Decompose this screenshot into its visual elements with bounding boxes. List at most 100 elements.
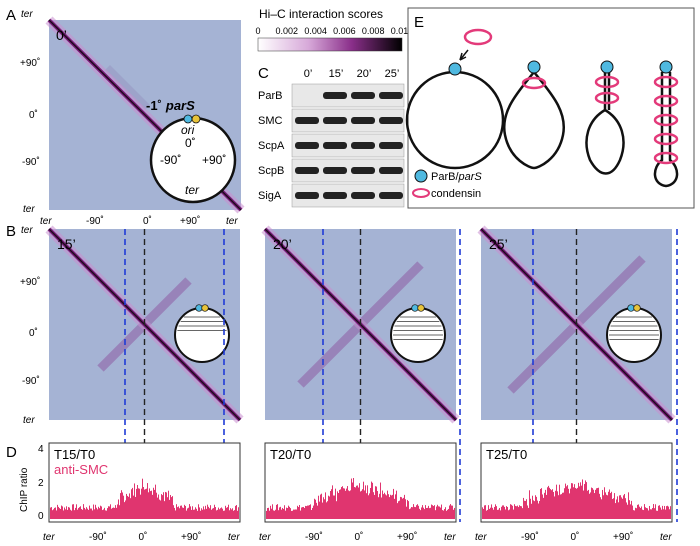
chip-bar <box>219 509 220 519</box>
chip-bar <box>296 509 297 519</box>
chip-bar <box>323 497 324 519</box>
chip-bar <box>631 500 632 519</box>
chip-bar <box>63 510 64 519</box>
chip-bar <box>515 505 516 519</box>
colorbar-tick-label: 0.002 <box>276 26 299 36</box>
chip-bar <box>328 495 329 519</box>
chip-bar <box>410 508 411 519</box>
x-tick-label: +90˚ <box>181 531 201 543</box>
colorbar-tick-label: 0.004 <box>304 26 327 36</box>
chip-bar <box>312 507 313 519</box>
chip-ratio-label: T15/T0 <box>54 447 95 462</box>
chip-bar <box>146 488 147 519</box>
chip-bar <box>59 508 60 519</box>
chip-bar <box>74 510 75 519</box>
chip-bar <box>590 492 591 519</box>
chip-bar <box>306 506 307 519</box>
chip-bar <box>347 486 348 519</box>
chip-bar <box>169 499 170 519</box>
chip-bar <box>271 508 272 519</box>
chip-bar <box>125 500 126 519</box>
chip-bar <box>452 505 453 519</box>
chip-bar <box>573 487 574 519</box>
chip-bar <box>266 510 267 519</box>
chip-bar <box>531 503 532 519</box>
chip-bar <box>517 505 518 519</box>
chip-bar <box>589 493 590 519</box>
condensin-icon <box>521 76 547 90</box>
chip-bar <box>512 505 513 519</box>
western-band <box>379 142 403 149</box>
chip-bar <box>400 496 401 519</box>
chip-bar <box>482 507 483 519</box>
chip-bar <box>106 510 107 519</box>
chip-bar <box>662 505 663 519</box>
x-tick-label: +90˚ <box>613 531 633 543</box>
chip-bar <box>86 507 87 519</box>
chip-bar <box>339 489 340 519</box>
x-tick-label: ter <box>444 532 456 543</box>
chip-bar <box>394 498 395 519</box>
chip-bar <box>374 494 375 519</box>
chip-bar <box>540 488 541 519</box>
western-time-labels: 0’ 15’ 20’ 25’ <box>304 68 400 80</box>
chip-bar <box>510 504 511 519</box>
chip-bar <box>578 482 579 519</box>
chip-bar <box>128 496 129 519</box>
chip-bar <box>291 510 292 519</box>
chip-bar <box>308 505 309 519</box>
panel-letter-b: B <box>6 223 16 240</box>
chip-bar <box>234 510 235 519</box>
chip-bar <box>350 490 351 519</box>
chip-bar <box>496 506 497 519</box>
chip-bar <box>532 495 533 519</box>
chip-bar <box>539 501 540 519</box>
chip-bar <box>214 504 215 519</box>
chip-bar <box>301 507 302 519</box>
chip-bar <box>163 492 164 519</box>
chip-bar <box>566 486 567 519</box>
chip-bar <box>574 484 575 519</box>
chip-bar <box>329 496 330 519</box>
chip-bar <box>294 509 295 519</box>
western-band <box>295 142 319 149</box>
chip-bar <box>236 505 237 519</box>
chip-bar <box>94 509 95 519</box>
chip-bar <box>267 508 268 519</box>
western-time-label: 25’ <box>385 68 400 80</box>
chip-bar <box>309 505 310 519</box>
chip-bar <box>643 510 644 519</box>
chip-bar <box>111 508 112 519</box>
chip-bar <box>373 492 374 519</box>
chip-bar <box>73 504 74 519</box>
parb-stage-3-icon <box>600 60 614 74</box>
chip-bar <box>64 507 65 519</box>
x-tick-m90: -90˚ <box>86 215 104 227</box>
western-band <box>351 167 375 174</box>
time-label: 20’ <box>273 236 292 252</box>
chip-bar <box>119 505 120 519</box>
panel-b-maps: 15’ ter -90˚ 0˚ +90˚ ter 20’ ter -90˚ 0˚ +90˚ ter 25… <box>20 225 678 543</box>
chip-bar <box>284 505 285 519</box>
chip-bar <box>486 510 487 519</box>
chip-bar <box>396 490 397 519</box>
chip-bar <box>81 509 82 519</box>
chip-bar <box>380 482 381 519</box>
x-tick-label: 0˚ <box>571 531 580 543</box>
chip-bar <box>398 501 399 519</box>
chip-bar <box>184 504 185 519</box>
chip-bar <box>617 496 618 519</box>
chip-bar <box>361 490 362 519</box>
ori-dot-icon <box>191 114 201 124</box>
chip-bar <box>120 493 121 519</box>
circle-ori-label: ori <box>181 123 195 137</box>
chip-bar <box>638 504 639 519</box>
colorbar-ticks: 0 0.002 0.004 0.006 0.008 0.010 <box>255 26 413 36</box>
chip-bar <box>376 486 377 519</box>
chip-bar <box>77 509 78 519</box>
x-tick-label: ter <box>259 532 271 543</box>
chip-bar <box>89 505 90 519</box>
colorbar-tick-label: 0 <box>255 26 260 36</box>
chip-bar <box>628 492 629 519</box>
